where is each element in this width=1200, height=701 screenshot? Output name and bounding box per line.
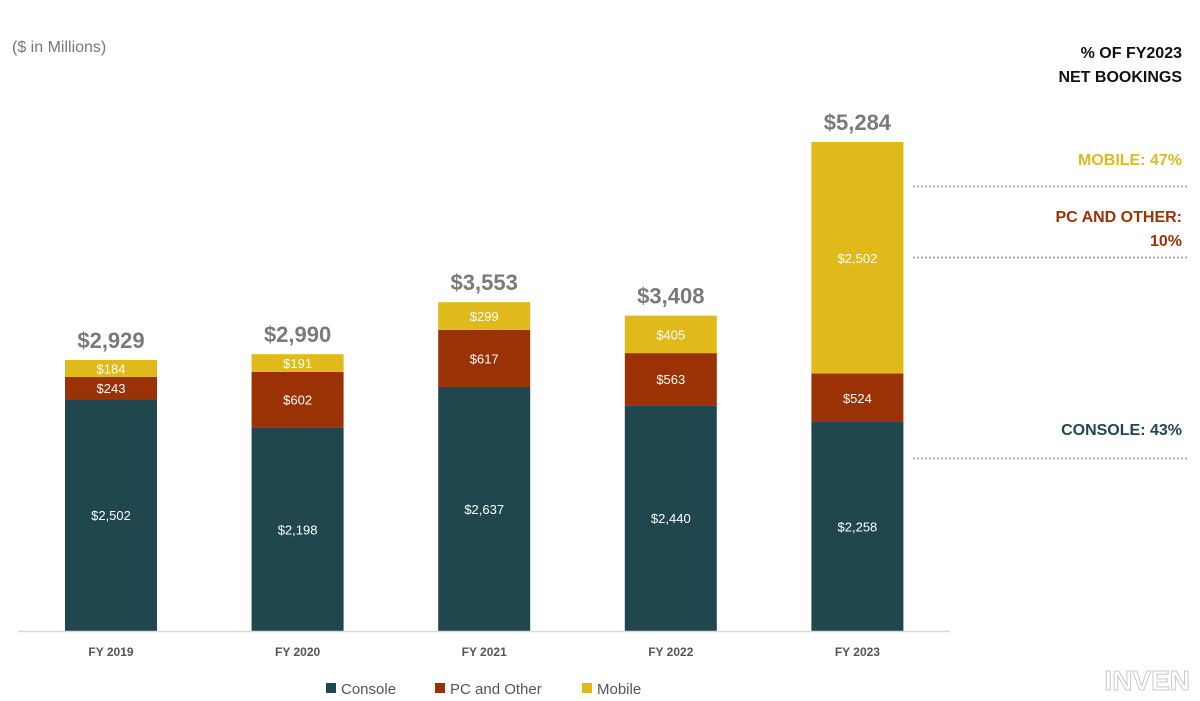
segment-label: $184 xyxy=(97,361,126,376)
share-pc-line2: 10% xyxy=(1150,233,1182,250)
segment-label: $617 xyxy=(470,351,499,366)
legend-label: PC and Other xyxy=(450,681,542,698)
segment-label: $2,502 xyxy=(91,508,131,523)
segment-label: $2,502 xyxy=(838,251,878,266)
segment-label: $191 xyxy=(283,356,312,371)
x-tick-label: FY 2019 xyxy=(88,645,133,659)
bar-segment-pc-and-other xyxy=(811,373,904,423)
segment-label: $405 xyxy=(656,327,685,342)
bar-segment-console xyxy=(251,427,344,631)
bar-segment-console xyxy=(811,422,904,631)
x-tick-label: FY 2021 xyxy=(462,645,507,659)
bar-segment-pc-and-other xyxy=(438,329,531,387)
bar-segment-console xyxy=(624,405,717,631)
total-label: $2,990 xyxy=(264,322,331,347)
bar-segment-mobile xyxy=(811,142,904,374)
legend-swatch xyxy=(326,683,336,693)
x-tick-label: FY 2022 xyxy=(648,645,693,659)
bar-segment-mobile xyxy=(438,302,531,330)
bar-segment-mobile xyxy=(624,315,717,354)
segment-label: $524 xyxy=(843,391,872,406)
segment-label: $299 xyxy=(470,309,499,324)
bar-segment-console xyxy=(438,386,531,631)
total-label: $3,553 xyxy=(451,270,518,295)
share-title-line1: % OF FY2023 xyxy=(1081,45,1182,62)
bar-segment-mobile xyxy=(251,354,344,372)
legend-swatch xyxy=(435,683,445,693)
share-panel: % OF FY2023 NET BOOKINGS MOBILE: 47% PC … xyxy=(913,45,1188,460)
total-label: $5,284 xyxy=(824,110,892,135)
watermark-logo: INVEN xyxy=(1104,665,1190,696)
x-tick-labels: FY 2019 FY 2020 FY 2021 FY 2022 FY 2023 xyxy=(88,645,880,659)
segment-label: $2,198 xyxy=(278,522,318,537)
legend-label: Mobile xyxy=(597,681,641,698)
bar-segment-console xyxy=(65,399,157,631)
unit-note: ($ in Millions) xyxy=(12,39,106,56)
legend-swatch xyxy=(582,683,592,693)
segment-label: $2,440 xyxy=(651,511,691,526)
bar-segment-pc-and-other xyxy=(65,376,157,400)
bar-segment-pc-and-other xyxy=(624,353,717,406)
bar-segment-pc-and-other xyxy=(251,371,344,428)
x-tick-label: FY 2020 xyxy=(275,645,320,659)
legend: Console PC and Other Mobile xyxy=(326,681,641,698)
total-label: $3,408 xyxy=(637,284,704,309)
legend-label: Console xyxy=(341,681,396,698)
share-title-line2: NET BOOKINGS xyxy=(1058,69,1182,86)
bars-group: $2,502 $243 $184 $2,929 $2,198 $602 $191 $2,990… xyxy=(65,110,904,631)
share-console: CONSOLE: 43% xyxy=(1061,422,1182,439)
segment-label: $2,637 xyxy=(464,502,504,517)
segment-label: $2,258 xyxy=(838,520,878,535)
share-mobile: MOBILE: 47% xyxy=(1078,152,1182,169)
segment-label: $602 xyxy=(283,393,312,408)
bar-segment-mobile xyxy=(65,359,157,377)
total-label: $2,929 xyxy=(77,328,144,353)
segment-label: $563 xyxy=(656,372,685,387)
x-tick-label: FY 2023 xyxy=(835,645,880,659)
share-pc-line1: PC AND OTHER: xyxy=(1055,209,1182,226)
segment-label: $243 xyxy=(97,381,126,396)
